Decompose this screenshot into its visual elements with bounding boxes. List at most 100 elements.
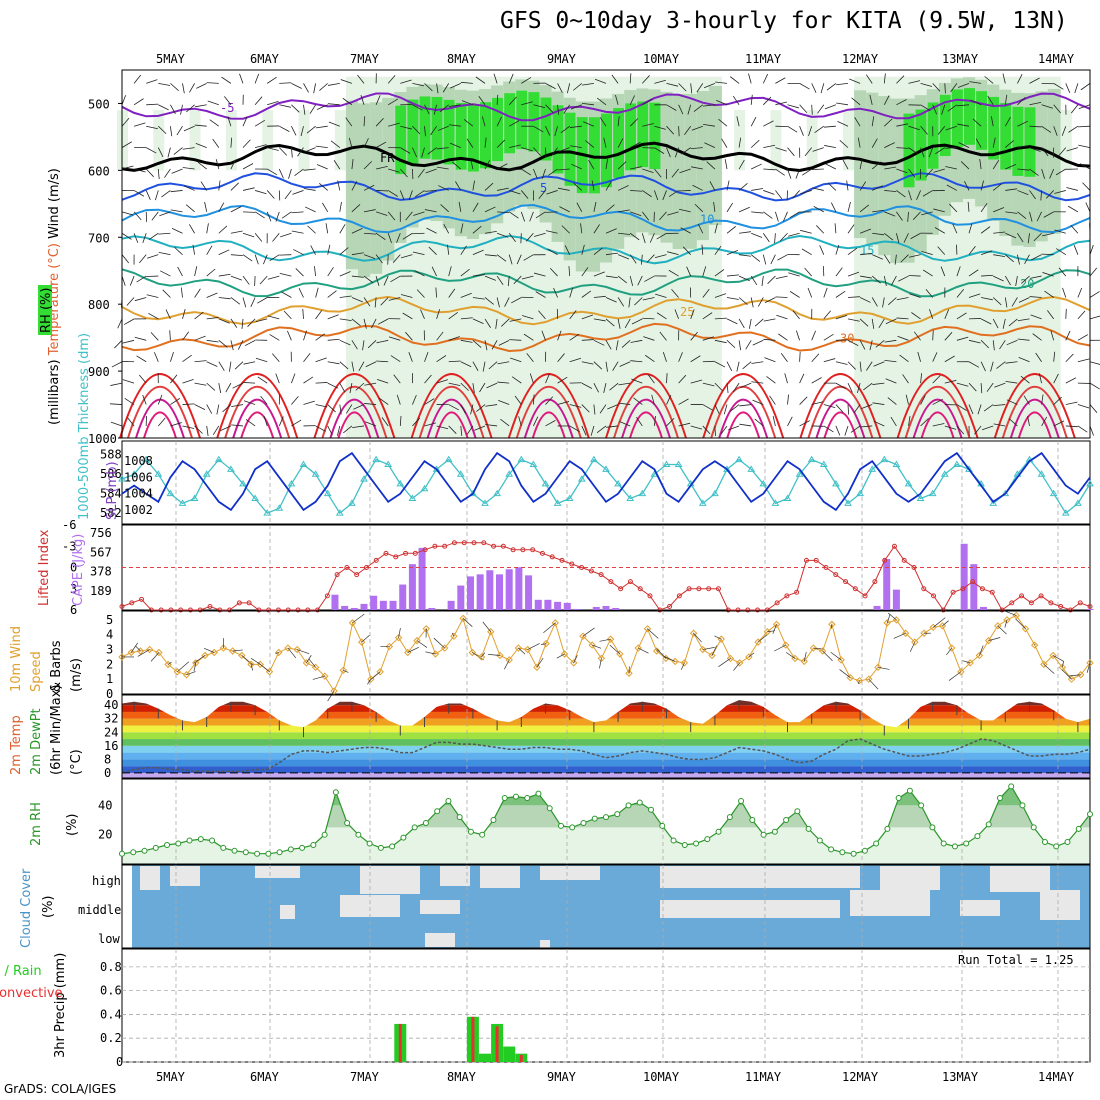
wind-barb [460, 292, 472, 298]
wind-barb [557, 353, 565, 362]
wind-barb [545, 126, 551, 136]
wind-barb [917, 351, 921, 362]
wind-barb [206, 245, 213, 255]
wind-barb [775, 77, 786, 84]
rh2m-point [648, 806, 655, 813]
wind-barb [690, 425, 703, 430]
wind-barb [593, 295, 606, 298]
thickness-point [565, 494, 574, 502]
wind-barb [559, 206, 570, 213]
thickness-point [892, 460, 901, 467]
wind-barb [912, 211, 921, 220]
wind-barb [956, 289, 965, 298]
wind-barb [738, 159, 745, 170]
wind-barb [932, 330, 934, 341]
pressure-tick-label: 1000 [88, 432, 117, 446]
wind-barb [956, 404, 967, 411]
wind-barb [424, 104, 430, 115]
wind-barb [1017, 168, 1030, 171]
wind-barb [715, 81, 728, 84]
wind-barb [799, 351, 801, 362]
wind-barb [1002, 73, 1006, 84]
wind-barb [569, 125, 582, 128]
wind-barb [732, 95, 740, 106]
wind-barb [750, 116, 757, 127]
li-point [207, 603, 213, 609]
thickness-point [275, 504, 284, 511]
li-point [569, 561, 575, 567]
li-point [520, 547, 526, 553]
wind-barb [1079, 163, 1091, 170]
li-point [266, 607, 272, 613]
wind-barb [593, 201, 597, 212]
cloud-gap [170, 866, 200, 886]
wind-barb [363, 116, 366, 127]
wind10-barb [398, 627, 401, 638]
wind-barb [133, 74, 142, 84]
wind-barb [839, 140, 849, 148]
wind-barb [177, 266, 183, 277]
wind-barb [121, 165, 134, 170]
wind10-point [1003, 616, 1011, 624]
li-point [794, 589, 800, 595]
thickness-point [323, 489, 332, 497]
wind-barb [807, 287, 813, 298]
wind-barb [993, 207, 1005, 213]
wind-barb [702, 425, 711, 435]
wind-barb [339, 295, 352, 298]
thickness-point [420, 484, 429, 492]
wind-barb [820, 83, 825, 94]
li-point [236, 600, 242, 606]
wind10-point [754, 638, 762, 646]
rh-cell [540, 97, 552, 161]
wind-barb [1050, 330, 1055, 341]
cape-bar [350, 607, 358, 610]
wind-barb [463, 119, 474, 127]
thickness-point [118, 475, 126, 482]
wind-barb [857, 137, 861, 148]
thickness-point [1049, 489, 1058, 497]
wind10-barb [241, 655, 253, 666]
wind-barb [230, 182, 239, 191]
wind-barb [811, 330, 816, 341]
wind-barb [859, 340, 866, 350]
wind-barb [866, 361, 873, 371]
li-point [1058, 603, 1064, 609]
wind10-point [708, 651, 716, 660]
thickness-point [626, 494, 635, 502]
wind-barb [1017, 233, 1024, 243]
thickness-point [807, 455, 816, 463]
li-point [882, 557, 888, 563]
wind-barb [1041, 253, 1054, 256]
wind-barb [545, 230, 558, 234]
wind-barb [1008, 418, 1018, 427]
wind-barb [799, 126, 804, 136]
wind-barb [351, 252, 364, 256]
wind-barb [764, 297, 776, 303]
wind10-point [680, 659, 689, 667]
wind-barb [533, 104, 546, 109]
wind-barb [412, 82, 425, 87]
rh2m-point [479, 831, 486, 838]
wind-barb [720, 425, 728, 435]
thickness-point [819, 460, 828, 467]
wind-barb [596, 425, 607, 433]
thickness-point [214, 455, 223, 463]
wind-barb [825, 163, 837, 170]
wind10-tick-label: 3 [106, 643, 113, 657]
wind-barb [896, 75, 905, 84]
wind-barb [1053, 373, 1059, 384]
wind10-ylabel: Speed [29, 651, 44, 692]
rh2m-point [512, 793, 519, 800]
wind-barb [448, 425, 457, 434]
cape-tick-label: 756 [90, 526, 112, 540]
wind-barb [436, 331, 444, 341]
wind-barb [1061, 126, 1067, 136]
wind-barb [849, 78, 861, 84]
wind-barb [599, 117, 607, 127]
temp-tick-label: 0 [104, 766, 111, 780]
wind-barb [1004, 94, 1008, 105]
wind-barb [496, 232, 509, 238]
wind-barb [1043, 211, 1054, 218]
wind-barb [1053, 396, 1062, 405]
